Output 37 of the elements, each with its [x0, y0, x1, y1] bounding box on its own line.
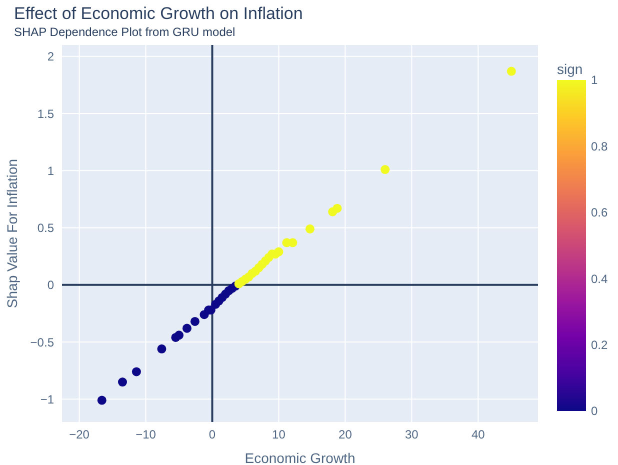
chart-subtitle: SHAP Dependence Plot from GRU model: [14, 25, 236, 39]
y-tick-label: 0: [47, 278, 54, 292]
x-tick-label: −10: [136, 428, 156, 442]
color-bar-label: 0.2: [591, 338, 608, 352]
point: [132, 367, 141, 376]
color-bar-label: 0: [591, 404, 598, 418]
y-tick-label: 2: [47, 50, 54, 64]
point: [157, 344, 166, 354]
point: [274, 247, 284, 256]
y-axis-title: Shap Value For Inflation: [4, 158, 20, 308]
y-tick-label: 1: [47, 164, 54, 178]
point: [190, 316, 200, 326]
color-bar-label: 0.4: [591, 272, 608, 286]
x-tick-label: 0: [208, 428, 216, 442]
x-tick-label: 20: [338, 428, 352, 442]
point: [332, 204, 342, 213]
legend-title: sign: [557, 61, 583, 77]
y-tick-label: −0.5: [30, 335, 54, 350]
point: [305, 224, 314, 234]
y-tick-label: −1: [40, 392, 54, 406]
point: [97, 396, 106, 405]
point: [174, 330, 184, 340]
color-bar-label: 0.6: [591, 206, 608, 220]
point: [506, 66, 516, 76]
color-bar-label: 1: [591, 73, 598, 88]
x-axis-title: Economic Growth: [244, 450, 356, 465]
x-tick-label: −20: [69, 428, 90, 442]
point: [380, 165, 390, 174]
point: [182, 324, 192, 333]
y-tick-label: 1.5: [37, 106, 54, 121]
y-tick-label: 0.5: [37, 221, 54, 236]
x-tick-label: 30: [405, 428, 419, 442]
x-tick-label: 40: [471, 428, 486, 442]
chart-title: Effect of Economic Growth on Inflation: [14, 4, 303, 24]
x-tick-label: 10: [272, 428, 286, 442]
point: [118, 378, 128, 387]
color-bar-label: 0.8: [591, 139, 608, 154]
